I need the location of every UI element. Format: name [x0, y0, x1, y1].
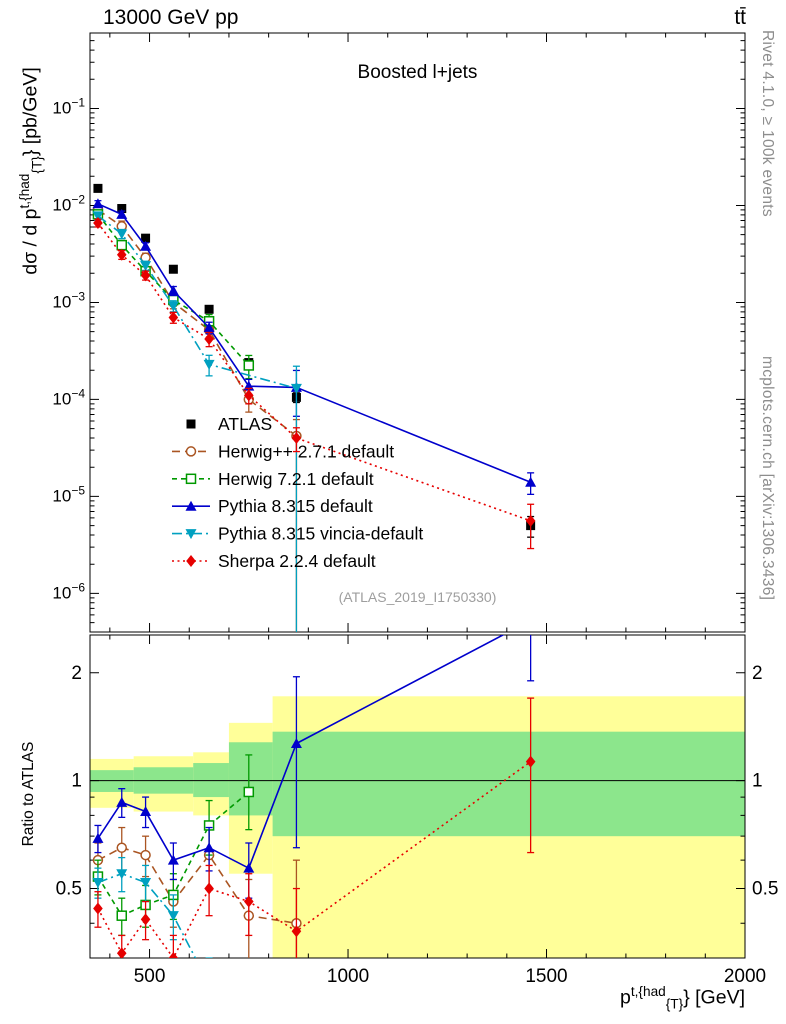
mcplots-credit-label: mcplots.cern.ch [arXiv:1306.3436] [759, 356, 776, 601]
ratio-series-sherpa [93, 697, 536, 958]
legend-label: Pythia 8.315 vincia-default [218, 524, 423, 544]
x-tick-label: 500 [134, 966, 166, 987]
plot-title: Boosted l+jets [357, 62, 478, 83]
y-tick-label: 10−2 [52, 192, 85, 214]
process-label: tt̄ [734, 6, 746, 29]
ratio-series-vincia [92, 856, 213, 958]
ratio-series-pythia [92, 635, 535, 899]
legend-label: Pythia 8.315 default [218, 496, 373, 516]
ratio-tick-label-left: 1 [71, 771, 82, 792]
x-tick-label: 1000 [327, 966, 369, 987]
rivet-version-label: Rivet 4.1.0, ≥ 100k events [759, 30, 776, 217]
ratio-tick-label-right: 2 [752, 663, 763, 684]
ratio-tick-label-left: 2 [71, 663, 82, 684]
x-tick-label: 1500 [525, 966, 567, 987]
y-axis-label: dσ / d pt,{had{T}} [pb/GeV] [17, 67, 45, 275]
y-tick-label: 10−6 [52, 580, 85, 602]
x-axis-label: pt,{had{T}} [GeV] [619, 984, 745, 1012]
green-band [272, 731, 745, 837]
legend-label: Herwig++ 2.7.1 default [218, 441, 394, 461]
x-tick-label: 2000 [724, 966, 766, 987]
green-band [193, 763, 229, 798]
atlas-uncertainty-bands [90, 696, 745, 958]
y-tick-label: 10−1 [52, 95, 85, 117]
legend-label: Sherpa 2.2.4 default [218, 551, 376, 571]
ratio-tick-label-right: 0.5 [752, 879, 778, 900]
green-band [228, 742, 273, 816]
axis-ticks [90, 33, 745, 958]
analysis-id-watermark: (ATLAS_2019_I1750330) [338, 589, 497, 605]
y-tick-label: 10−3 [52, 289, 85, 311]
top-panel-frame [89, 32, 746, 633]
legend-label: Herwig 7.2.1 default [218, 469, 374, 489]
legend-label: ATLAS [218, 414, 272, 434]
beam-energy-label: 13000 GeV pp [103, 6, 239, 29]
legend: ATLAS Herwig++ 2.7.1 default Herwig 7.2.1 … [172, 414, 423, 571]
y-tick-label: 10−5 [52, 483, 85, 505]
ratio-y-axis-label: Ratio to ATLAS [20, 741, 37, 847]
ratio-panel-series [92, 635, 536, 958]
series-sherpa [93, 216, 536, 550]
y-tick-label: 10−4 [52, 386, 85, 408]
ratio-tick-label-right: 1 [752, 771, 763, 792]
top-panel-series [92, 183, 537, 632]
ratio-panel-frame [89, 634, 746, 959]
ratio-tick-label-left: 0.5 [56, 879, 82, 900]
